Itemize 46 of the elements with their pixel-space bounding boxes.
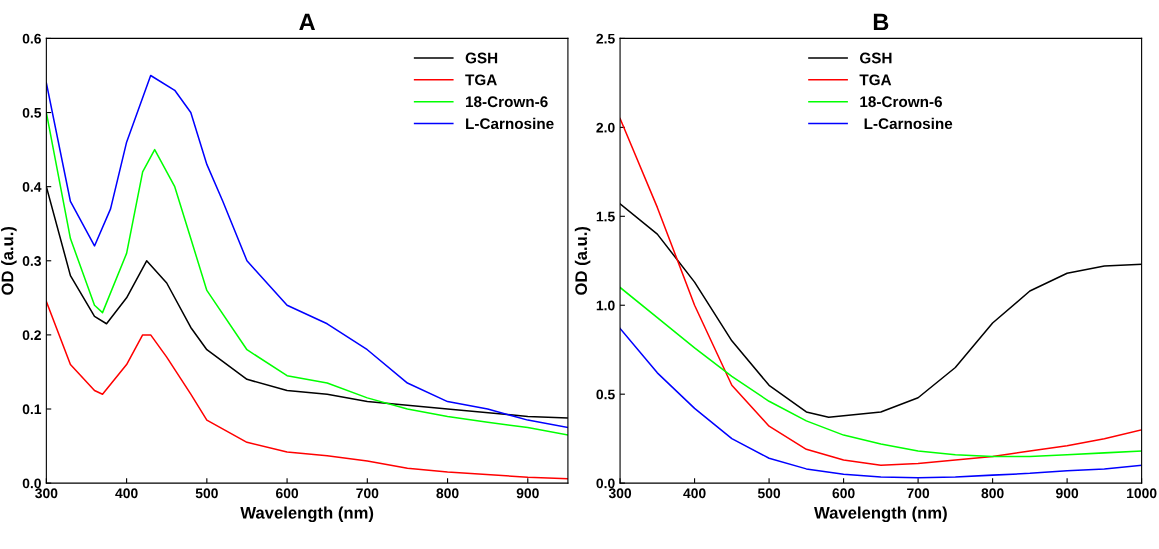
y-tick-label: 0.0: [22, 478, 41, 489]
x-tick-label: 1000: [1127, 488, 1157, 499]
legend-label: TGA: [465, 74, 497, 86]
legend-label: L-Carnosine: [466, 117, 554, 130]
y-tick-label: 0.3: [22, 256, 41, 266]
line-series: [620, 327, 1142, 479]
legend-label: GSH: [859, 52, 892, 64]
line-series: [620, 286, 1142, 458]
y-tick-label: 2.5: [596, 33, 615, 44]
x-tick-label: 400: [683, 488, 706, 499]
x-tick-label: 800: [981, 488, 1004, 499]
y-tick-label: 0.4: [22, 181, 42, 192]
x-tick-label: 300: [608, 488, 632, 499]
y-tick-label: 0.5: [22, 107, 42, 118]
line-series: [46, 300, 568, 480]
x-axis-title: Wavelength (nm): [814, 506, 947, 523]
x-tick-label: 700: [907, 488, 930, 499]
legend-label: TGA: [859, 74, 892, 86]
chart-title: A: [299, 13, 316, 31]
x-tick-label: 500: [757, 488, 781, 499]
y-tick-label: 1.0: [596, 300, 615, 311]
legend-label: 18-Crown-6: [860, 96, 942, 108]
x-tick-label: 900: [1056, 488, 1079, 499]
x-tick-label: 400: [115, 488, 138, 499]
x-tick-label: 600: [832, 488, 855, 499]
y-tick-label: 0.0: [596, 478, 615, 489]
y-tick-label: 0.2: [22, 330, 41, 341]
line-series: [620, 117, 1142, 467]
y-tick-label: 2.0: [596, 122, 615, 133]
chart-title: B: [873, 13, 889, 31]
y-axis-title: OD (a.u.): [574, 226, 591, 295]
x-tick-label: 500: [195, 488, 218, 499]
y-tick-label: 1.5: [596, 211, 615, 222]
x-tick-label: 300: [35, 488, 58, 499]
y-tick-label: 0.6: [22, 33, 41, 44]
y-tick-label: 0.1: [22, 404, 42, 415]
legend-label: L-Carnosine: [864, 117, 953, 130]
x-tick-label: 600: [276, 488, 299, 499]
x-tick-label: 700: [356, 488, 379, 499]
y-tick-label: 0.5: [596, 389, 615, 400]
x-tick-label: 800: [436, 488, 459, 499]
legend-label: GSH: [465, 52, 498, 64]
x-axis-title: Wavelength (nm): [240, 506, 374, 523]
y-axis-title: OD (a.u.): [1, 226, 17, 295]
legend-label: 18-Crown-6: [466, 96, 548, 108]
x-tick-label: 900: [516, 488, 539, 499]
